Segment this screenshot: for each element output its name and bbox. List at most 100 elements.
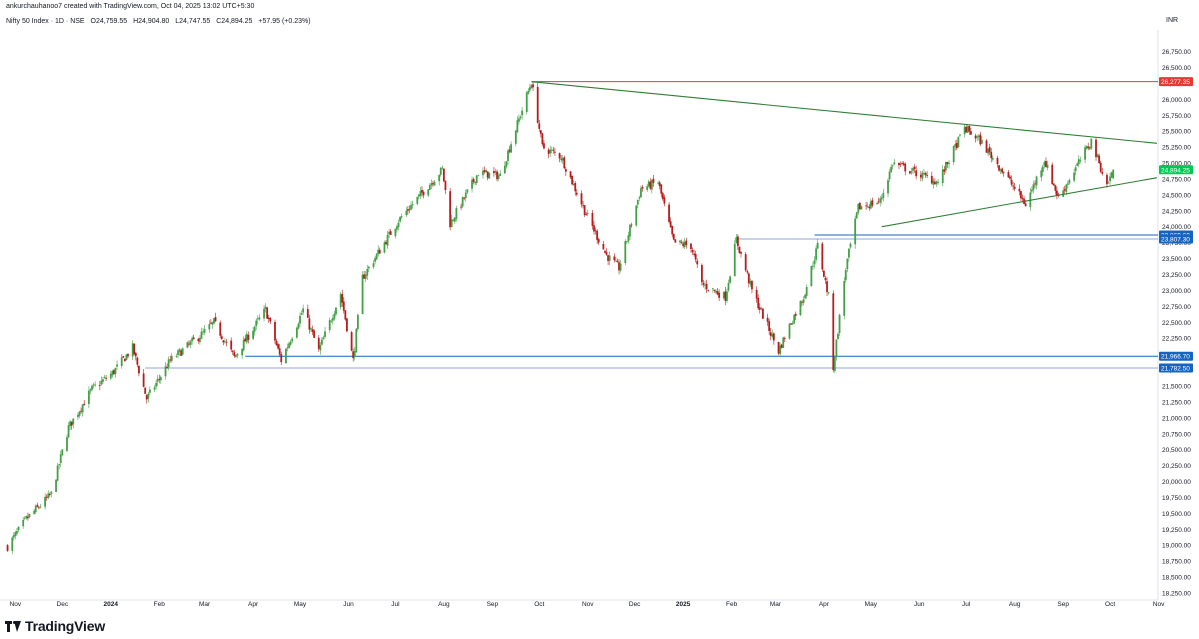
candle-body — [691, 249, 694, 253]
candle-body — [28, 513, 31, 517]
candle-body — [1051, 164, 1054, 185]
candle-body — [310, 328, 312, 330]
candle-body — [346, 318, 348, 332]
candle-body — [1068, 180, 1071, 184]
candle-body — [782, 337, 785, 348]
x-tick-label: Dec — [629, 601, 641, 608]
candle-body — [832, 293, 835, 371]
candle-body — [888, 171, 891, 180]
y-tick-label: 20,000.00 — [1162, 479, 1191, 486]
candle-body — [641, 186, 644, 189]
candle-body — [799, 300, 802, 316]
candle-body — [575, 192, 578, 195]
candle-body — [552, 149, 555, 151]
candle-body — [990, 151, 993, 159]
candle-body — [503, 165, 506, 174]
candle-body — [441, 167, 444, 169]
candle-body — [1090, 138, 1093, 149]
candle-body — [630, 224, 633, 226]
candle-body — [209, 322, 212, 324]
candle-body — [1013, 186, 1016, 189]
candle-body — [156, 378, 159, 382]
y-tick-label: 18,250.00 — [1162, 591, 1191, 598]
candle-body — [998, 165, 1000, 171]
candle-body — [791, 323, 794, 325]
candle-body — [285, 348, 287, 364]
candle-body — [729, 276, 731, 283]
candle-body — [718, 292, 721, 298]
candle-body — [496, 171, 498, 180]
candle-body — [715, 290, 717, 293]
candle-body — [460, 206, 462, 208]
candle-body — [521, 110, 523, 116]
candle-body — [793, 314, 796, 324]
candle-body — [539, 130, 542, 134]
y-tick-label: 19,000.00 — [1162, 543, 1191, 550]
candle-body — [181, 348, 184, 355]
candle-body — [574, 182, 577, 192]
candle-body — [59, 454, 62, 464]
candle-body — [887, 180, 889, 194]
candle-body — [158, 378, 161, 380]
candle-body — [1073, 172, 1076, 181]
candle-body — [826, 281, 828, 293]
candle-body — [419, 191, 422, 196]
candle-body — [583, 205, 586, 215]
tradingview-logo[interactable]: TradingView — [5, 617, 105, 635]
candle-body — [1088, 146, 1091, 150]
candle-body — [794, 313, 797, 316]
candle-body — [33, 510, 36, 514]
candle-body — [442, 168, 445, 182]
candle-body — [61, 449, 64, 456]
candle-body — [837, 333, 839, 340]
y-tick-label: 23,500.00 — [1162, 256, 1191, 263]
ohlc-close: C24,894.25 — [216, 18, 253, 25]
candle-body — [397, 222, 400, 228]
y-axis: 26,750.0026,500.0026,250.0026,000.0025,7… — [1162, 49, 1191, 597]
candle-body — [788, 323, 791, 339]
candle-body — [477, 175, 480, 177]
candle-body — [766, 317, 769, 322]
candle-body — [561, 158, 564, 161]
candle-body — [411, 204, 414, 206]
candle-body — [891, 165, 894, 167]
candle-body — [909, 171, 911, 174]
candle-body — [1062, 190, 1065, 197]
x-tick-label: Apr — [819, 601, 830, 608]
candle-body — [288, 343, 290, 348]
candle-body — [882, 192, 885, 198]
candle-body — [23, 517, 26, 519]
candle-body — [865, 205, 868, 207]
candle-body — [1099, 162, 1102, 172]
candle-body — [485, 170, 488, 173]
candle-body — [516, 120, 519, 133]
candle-body — [510, 144, 513, 153]
y-tick-label: 21,250.00 — [1162, 399, 1191, 406]
candle-body — [543, 143, 545, 149]
candle-body — [269, 318, 272, 322]
x-tick-label: May — [865, 601, 878, 608]
candle-body — [1087, 146, 1090, 149]
candle-body — [624, 241, 627, 264]
y-tick-label: 25,500.00 — [1162, 129, 1191, 136]
candle-body — [613, 256, 616, 261]
candle-body — [497, 175, 500, 179]
candle-body — [166, 367, 168, 369]
candle-body — [12, 535, 15, 538]
candle-body — [747, 273, 750, 284]
symbol-name[interactable]: Nifty 50 Index · 1D · NSE — [6, 18, 85, 25]
candle-body — [846, 258, 849, 270]
candle-body — [214, 317, 217, 322]
candle-body — [569, 171, 572, 178]
attribution-text: ankurchauhanoo7 created with TradingView… — [6, 3, 255, 10]
ohlc-low: L24,747.55 — [175, 18, 211, 25]
candle-body — [582, 204, 584, 206]
candle-body — [138, 366, 140, 374]
candle-body — [735, 237, 738, 244]
candle-body — [585, 214, 588, 216]
candle-body — [70, 421, 73, 426]
candle-body — [335, 307, 337, 315]
candle-body — [405, 210, 408, 216]
candle-body — [858, 202, 861, 210]
